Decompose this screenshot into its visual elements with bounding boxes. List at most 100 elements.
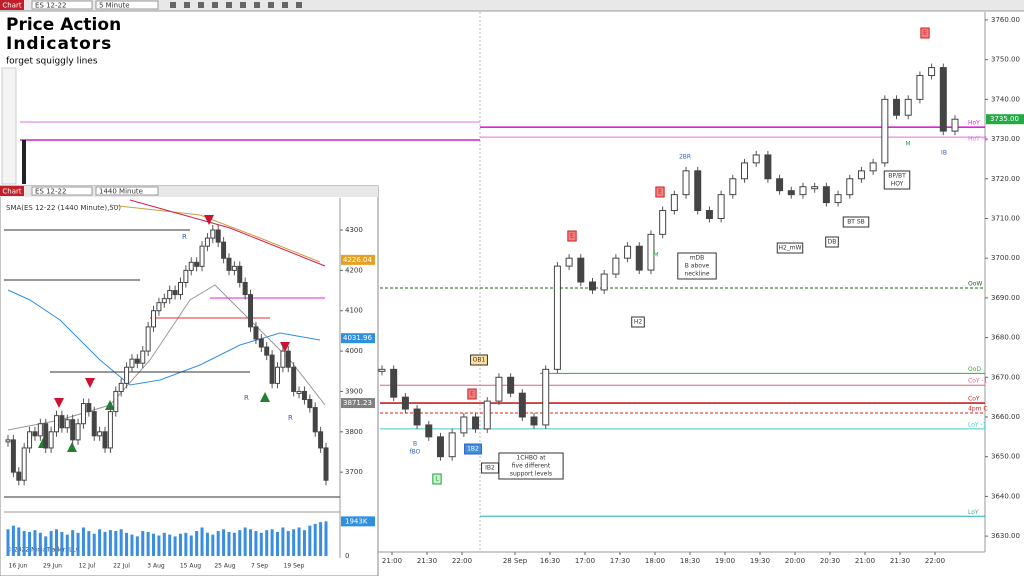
instrument-label[interactable]: ES 12-22	[35, 2, 66, 10]
level-label: OoD	[968, 366, 981, 373]
candle	[717, 194, 725, 219]
candle	[811, 186, 819, 190]
inset-y-tick-label: 4300	[345, 226, 363, 234]
icon[interactable]	[198, 2, 204, 8]
interval-select[interactable]	[95, 0, 159, 10]
y-tick-label: 3750.00	[991, 56, 1020, 64]
inset-candle	[43, 423, 49, 449]
chart-button[interactable]	[0, 0, 24, 10]
indicator-label: SMA(ES 12-22 (1440 Minute),50)	[6, 204, 121, 212]
inset-candle	[129, 358, 135, 368]
x-tick-label: 21:00	[382, 557, 402, 565]
inset-interval-label[interactable]: 1440 Minute	[99, 188, 143, 196]
y-tick-label: 3650.00	[991, 453, 1020, 461]
volume-bar	[108, 530, 112, 556]
candle	[425, 424, 433, 438]
candle	[881, 98, 889, 164]
inset-candle	[151, 310, 157, 328]
annotation: neckline	[684, 271, 709, 278]
inset-candle	[37, 423, 43, 437]
inset-candle	[21, 447, 27, 481]
volume-bar	[103, 531, 107, 556]
candle	[822, 186, 830, 204]
volume-tick-label: 1943K	[345, 517, 368, 525]
candle	[600, 273, 608, 291]
x-tick-label: 21:00	[855, 557, 875, 565]
annotation: 1B2	[467, 446, 479, 453]
candle	[448, 432, 456, 458]
annotation: E	[923, 30, 927, 37]
inset-y-tick-label: 4000	[345, 347, 363, 355]
annotation-box	[776, 242, 804, 254]
volume-bar	[17, 527, 21, 556]
volume-bar	[205, 532, 209, 556]
inset-price-tag	[341, 333, 375, 344]
inset-instrument-label[interactable]: ES 12-22	[35, 188, 66, 196]
y-tick-label: 3670.00	[991, 373, 1020, 381]
volume-bar	[189, 535, 193, 556]
inset-candle	[16, 471, 22, 481]
y-tick-label: 3700.00	[991, 254, 1020, 262]
icon[interactable]	[184, 2, 190, 8]
volume-tick-label: 0	[345, 552, 349, 560]
sell-signal	[280, 342, 290, 352]
x-tick-label: 21:30	[417, 557, 437, 565]
volume-bar	[216, 531, 220, 556]
annotation: L	[435, 476, 439, 483]
inset-candle	[118, 382, 124, 392]
inset-candle	[27, 431, 33, 449]
candle	[507, 376, 515, 394]
x-tick-label: 20:30	[820, 557, 840, 565]
buy-signal	[260, 392, 270, 402]
chart-button-label[interactable]: Chart	[2, 2, 21, 10]
icon[interactable]	[296, 2, 302, 8]
annotation: five different	[512, 463, 551, 470]
candle	[752, 154, 760, 164]
volume-bar	[265, 530, 269, 556]
interval-label[interactable]: 5 Minute	[99, 2, 130, 10]
volume-bar	[292, 529, 296, 556]
inset-x-tick-label: 12 Jul	[79, 563, 96, 570]
instrument-select[interactable]	[31, 0, 93, 10]
inset-y-tick-label: 4200	[345, 266, 363, 274]
buy-signal	[105, 400, 115, 410]
inset-candle	[64, 419, 70, 429]
icon[interactable]	[170, 2, 176, 8]
inset-chart-button[interactable]	[0, 186, 24, 196]
volume-bar	[135, 536, 139, 556]
volume-bar	[65, 534, 69, 556]
inset-candle	[167, 290, 173, 300]
inset-candle	[80, 403, 86, 425]
drawing-toolbar[interactable]	[1, 67, 17, 185]
icon[interactable]	[240, 2, 246, 8]
inset-instrument-select[interactable]	[31, 186, 93, 196]
inset-candle	[113, 390, 119, 413]
annotation: OB1	[473, 357, 486, 364]
volume-bar	[238, 530, 242, 556]
volume-bar	[60, 531, 64, 556]
volume-bar	[297, 527, 301, 556]
inset-price-tag	[341, 254, 375, 265]
candle	[776, 178, 784, 192]
level-label: HoY	[968, 120, 980, 127]
annotation: BP/BT	[888, 173, 906, 180]
annotation-box	[677, 252, 717, 280]
y-tick-label: 3740.00	[991, 95, 1020, 103]
x-tick-label: 22:00	[925, 557, 945, 565]
y-tick-label: 3720.00	[991, 175, 1020, 183]
candle	[670, 194, 678, 212]
icon[interactable]	[268, 2, 274, 8]
annotation: BT SB	[847, 219, 865, 226]
candle	[612, 257, 620, 275]
annotation: M	[653, 252, 658, 259]
icon[interactable]	[254, 2, 260, 8]
inset-interval-select[interactable]	[95, 186, 159, 196]
toolbar-icons[interactable]	[170, 2, 302, 8]
icon[interactable]	[282, 2, 288, 8]
candle	[916, 75, 924, 100]
x-tick-label: 18:30	[680, 557, 700, 565]
y-tick-label: 3730.00	[991, 135, 1020, 143]
icon[interactable]	[212, 2, 218, 8]
inset-chart-button-label[interactable]: Chart	[2, 188, 21, 196]
icon[interactable]	[226, 2, 232, 8]
